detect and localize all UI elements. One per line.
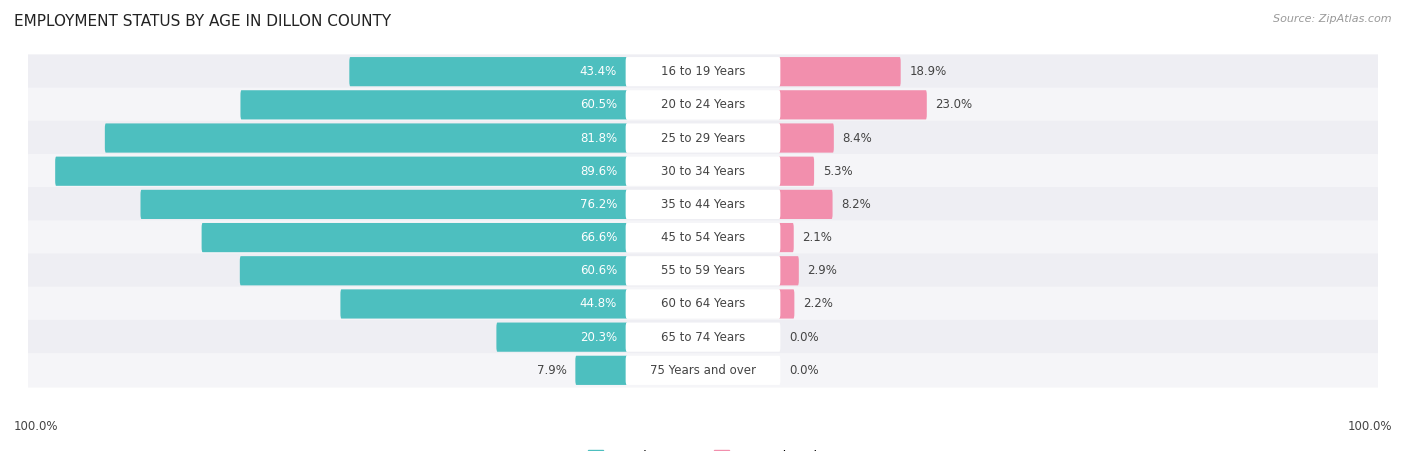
Text: 5.3%: 5.3% — [823, 165, 852, 178]
FancyBboxPatch shape — [349, 57, 627, 86]
FancyBboxPatch shape — [779, 124, 834, 152]
FancyBboxPatch shape — [779, 90, 927, 120]
Text: 2.9%: 2.9% — [807, 264, 838, 277]
Text: 55 to 59 Years: 55 to 59 Years — [661, 264, 745, 277]
FancyBboxPatch shape — [28, 221, 1378, 255]
FancyBboxPatch shape — [28, 320, 1378, 354]
Text: 81.8%: 81.8% — [579, 132, 617, 144]
FancyBboxPatch shape — [626, 190, 780, 219]
Text: 0.0%: 0.0% — [789, 364, 818, 377]
FancyBboxPatch shape — [55, 156, 627, 186]
FancyBboxPatch shape — [779, 223, 794, 252]
Text: 8.2%: 8.2% — [841, 198, 870, 211]
FancyBboxPatch shape — [626, 256, 780, 285]
FancyBboxPatch shape — [240, 256, 627, 285]
FancyBboxPatch shape — [28, 121, 1378, 155]
Text: 35 to 44 Years: 35 to 44 Years — [661, 198, 745, 211]
Text: 65 to 74 Years: 65 to 74 Years — [661, 331, 745, 344]
Text: 25 to 29 Years: 25 to 29 Years — [661, 132, 745, 144]
FancyBboxPatch shape — [496, 322, 627, 352]
FancyBboxPatch shape — [28, 87, 1378, 122]
FancyBboxPatch shape — [28, 253, 1378, 288]
Text: 30 to 34 Years: 30 to 34 Years — [661, 165, 745, 178]
FancyBboxPatch shape — [626, 290, 780, 318]
FancyBboxPatch shape — [28, 55, 1378, 89]
Text: 76.2%: 76.2% — [579, 198, 617, 211]
Text: 44.8%: 44.8% — [579, 298, 617, 310]
FancyBboxPatch shape — [626, 356, 780, 385]
Text: 8.4%: 8.4% — [842, 132, 872, 144]
FancyBboxPatch shape — [28, 353, 1378, 387]
Text: 89.6%: 89.6% — [579, 165, 617, 178]
FancyBboxPatch shape — [28, 287, 1378, 321]
FancyBboxPatch shape — [779, 156, 814, 186]
Text: 43.4%: 43.4% — [579, 65, 617, 78]
FancyBboxPatch shape — [626, 124, 780, 152]
FancyBboxPatch shape — [779, 290, 794, 318]
Text: 0.0%: 0.0% — [789, 331, 818, 344]
Text: 2.1%: 2.1% — [803, 231, 832, 244]
Text: 100.0%: 100.0% — [1347, 420, 1392, 433]
Text: 7.9%: 7.9% — [537, 364, 567, 377]
Text: EMPLOYMENT STATUS BY AGE IN DILLON COUNTY: EMPLOYMENT STATUS BY AGE IN DILLON COUNT… — [14, 14, 391, 28]
Text: 23.0%: 23.0% — [935, 98, 973, 111]
Text: 60.6%: 60.6% — [579, 264, 617, 277]
FancyBboxPatch shape — [575, 356, 627, 385]
FancyBboxPatch shape — [28, 154, 1378, 189]
FancyBboxPatch shape — [779, 190, 832, 219]
FancyBboxPatch shape — [201, 223, 627, 252]
FancyBboxPatch shape — [626, 90, 780, 120]
FancyBboxPatch shape — [626, 223, 780, 252]
Text: Source: ZipAtlas.com: Source: ZipAtlas.com — [1274, 14, 1392, 23]
FancyBboxPatch shape — [779, 256, 799, 285]
Text: 2.2%: 2.2% — [803, 298, 832, 310]
Text: 18.9%: 18.9% — [910, 65, 946, 78]
FancyBboxPatch shape — [626, 156, 780, 186]
FancyBboxPatch shape — [141, 190, 627, 219]
FancyBboxPatch shape — [240, 90, 627, 120]
FancyBboxPatch shape — [626, 57, 780, 86]
Legend: In Labor Force, Unemployed: In Labor Force, Unemployed — [583, 445, 823, 451]
Text: 66.6%: 66.6% — [579, 231, 617, 244]
FancyBboxPatch shape — [340, 290, 627, 318]
FancyBboxPatch shape — [105, 124, 627, 152]
Text: 16 to 19 Years: 16 to 19 Years — [661, 65, 745, 78]
Text: 100.0%: 100.0% — [14, 420, 59, 433]
FancyBboxPatch shape — [779, 57, 901, 86]
Text: 60 to 64 Years: 60 to 64 Years — [661, 298, 745, 310]
FancyBboxPatch shape — [626, 322, 780, 352]
FancyBboxPatch shape — [28, 187, 1378, 221]
Text: 45 to 54 Years: 45 to 54 Years — [661, 231, 745, 244]
Text: 20 to 24 Years: 20 to 24 Years — [661, 98, 745, 111]
Text: 60.5%: 60.5% — [579, 98, 617, 111]
Text: 20.3%: 20.3% — [579, 331, 617, 344]
Text: 75 Years and over: 75 Years and over — [650, 364, 756, 377]
